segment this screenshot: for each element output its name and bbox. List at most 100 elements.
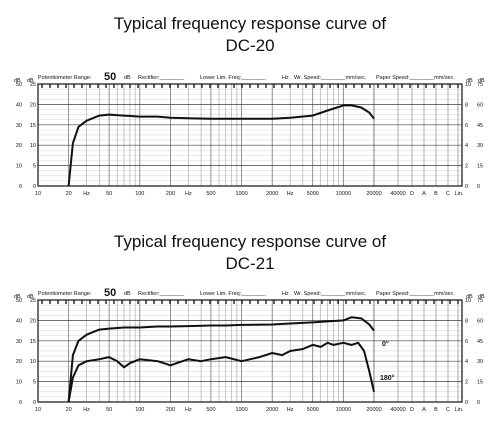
chart-1-minor-grid <box>38 83 462 187</box>
chart-2-x-tick-label: 20000 <box>366 407 381 413</box>
chart-1-right-axis-unit-2: dB <box>478 78 485 84</box>
chart-1-series-line-1 <box>67 104 375 187</box>
chart-2-x-tick-label: 10 <box>35 407 41 413</box>
chart-2-right-tick-inner: 8 <box>465 318 468 324</box>
chart-2-hz-label: Hz <box>282 291 289 297</box>
chart-1-x-tick-label: 10000 <box>336 191 351 197</box>
chart-2-x-tick-label: 2000 <box>266 407 278 413</box>
chart-2-x-tick-label: 200 <box>166 407 175 413</box>
chart-2-log-grid <box>37 300 459 402</box>
chart-2-x-tick-label: D <box>410 407 414 413</box>
chart-1-x-tick-label: B <box>434 191 438 197</box>
chart-2-right-tick-outer: 75 <box>477 298 483 304</box>
chart-1-x-tick-label: Hz <box>287 191 294 197</box>
chart-2-right-tick-inner: 6 <box>465 339 468 345</box>
chart-2-right-tick-outer: 45 <box>477 339 483 345</box>
chart-1-right-tick-inner: 2 <box>465 164 468 170</box>
chart-2-right-tick-inner: 4 <box>465 359 468 365</box>
chart-2-left-tick-outer: 40 <box>16 318 22 324</box>
chart-1-right-tick-outer: 75 <box>477 82 483 88</box>
chart-1-x-tick-label: 5000 <box>307 191 319 197</box>
chart-2-lower-lim-label: Lower Lim. Freq:________ <box>200 291 267 297</box>
chart-2-right-tick-outer: 60 <box>477 318 483 324</box>
chart-2-left-tick-outer: 0 <box>19 400 22 406</box>
chart-2-left-tick-inner: 10 <box>30 359 36 365</box>
chart-2-x-tick-label: C <box>446 407 450 413</box>
chart-2-left-tick-inner: 5 <box>33 380 36 386</box>
chart-2-left-tick-inner: 20 <box>30 318 36 324</box>
chart-1-left-tick-inner: 20 <box>30 102 36 108</box>
chart-1-potentiometer-label: Potentiometer Range: <box>38 75 92 81</box>
chart-2-x-tick-label: Hz <box>83 407 90 413</box>
chart-2-potentiometer-label: Potentiometer Range: <box>38 291 92 297</box>
chart-1-left-tick-outer: 40 <box>16 102 22 108</box>
chart-2-x-tick-label: 1000 <box>235 407 247 413</box>
chart-1-left-axis-unit-2: dB <box>27 78 34 84</box>
chart-2-x-tick-label: Hz <box>185 407 192 413</box>
chart-2-top-ticks <box>41 300 459 304</box>
chart-2-left-tick-outer: 30 <box>16 339 22 345</box>
chart-1-left-tick-inner: 5 <box>33 164 36 170</box>
chart-2-x-tick-label: 5000 <box>307 407 319 413</box>
chart-2-wr-speed-label: Wr. Speed:________mm/sec. <box>294 291 367 297</box>
chart-1-left-tick-inner: 25 <box>30 82 36 88</box>
chart-1-right-tick-outer: 30 <box>477 143 483 149</box>
chart-2-right-tick-outer: 30 <box>477 359 483 365</box>
chart-1-left-tick-outer: 30 <box>16 123 22 129</box>
chart-1-right-tick-outer: 15 <box>477 164 483 170</box>
chart-2-right-tick-outer: 15 <box>477 380 483 386</box>
chart-1-right-tick-inner: 4 <box>465 143 468 149</box>
chart-2-series-annotation-2: 180° <box>380 374 395 382</box>
chart-1-right-tick-outer: 45 <box>477 123 483 129</box>
chart-2-left-tick-outer: 50 <box>16 298 22 304</box>
chart-1-left-tick-outer: 10 <box>16 164 22 170</box>
chart-1-x-tick-label: 2000 <box>266 191 278 197</box>
chart-1-hz-label: Hz <box>282 75 289 81</box>
chart-1-left-tick-inner: 15 <box>30 123 36 129</box>
chart-2-left-tick-inner: 15 <box>30 339 36 345</box>
chart-1-right-tick-outer: 0 <box>477 184 480 190</box>
chart-1-x-tick-label: 40000 <box>390 191 405 197</box>
chart-2-svg: Potentiometer Range: 50 dB Rectifier:______… <box>14 287 485 413</box>
chart-1-x-tick-label: 1000 <box>235 191 247 197</box>
chart-1-x-tick-label: 200 <box>166 191 175 197</box>
chart-2-right-tick-outer: 0 <box>477 400 480 406</box>
chart-2-right-tick-inner: 2 <box>465 380 468 386</box>
chart-1-left-tick-outer: 50 <box>16 82 22 88</box>
chart-2-x-tick-label: 50 <box>106 407 112 413</box>
chart-2-left-tick-inner: 25 <box>30 298 36 304</box>
chart-1-x-tick-label: Hz <box>185 191 192 197</box>
chart-2-title-line-1: Typical frequency response curve of <box>113 232 387 251</box>
chart-2-paper-speed-label: Paper Speed:________mm/sec. <box>376 291 455 297</box>
chart-2-left-tick-outer: 10 <box>16 380 22 386</box>
chart-2-series-line-2 <box>67 341 375 403</box>
chart-2-left-tick-inner: 0 <box>33 400 36 406</box>
chart-1-rectifier-label: Rectifier:________ <box>138 75 185 81</box>
chart-1-title-line-1: Typical frequency response curve of <box>113 14 387 33</box>
chart-2-right-axis-unit-1: dB <box>466 294 473 300</box>
chart-1-title-line-2: DC-20 <box>225 36 275 55</box>
chart-2-right-tick-inner: 0 <box>465 400 468 406</box>
chart-2-db-unit: dB <box>124 291 131 297</box>
chart-1-db-unit: dB <box>124 75 131 81</box>
chart-1-x-tick-label: A <box>422 191 426 197</box>
chart-1-x-tick-label: Lin. <box>455 191 464 197</box>
chart-1-x-tick-label: 500 <box>206 191 215 197</box>
chart-1-top-ticks <box>41 84 459 88</box>
chart-1-paper-speed-label: Paper Speed:________mm/sec. <box>376 75 455 81</box>
chart-1-right-axis-unit-1: dB <box>466 78 473 84</box>
chart-2-left-axis-unit-2: dB <box>27 294 34 300</box>
chart-2-x-tick-label: A <box>422 407 426 413</box>
chart-1-left-tick-inner: 10 <box>30 143 36 149</box>
chart-1-x-tick-label: 10 <box>35 191 41 197</box>
chart-1-svg: Potentiometer Range: 50 dB Rectifier:______… <box>14 71 485 197</box>
chart-1-right-tick-inner: 6 <box>465 123 468 129</box>
chart-1-x-tick-label: 20000 <box>366 191 381 197</box>
chart-2-left-axis-unit-1: dB <box>14 294 21 300</box>
chart-2-x-tick-label: Hz <box>287 407 294 413</box>
chart-1-left-tick-inner: 0 <box>33 184 36 190</box>
chart-1-left-axis-unit-1: dB <box>14 78 21 84</box>
chart-1-x-tick-label: 20 <box>66 191 72 197</box>
chart-2-left-tick-outer: 20 <box>16 359 22 365</box>
chart-1-right-tick-outer: 60 <box>477 102 483 108</box>
